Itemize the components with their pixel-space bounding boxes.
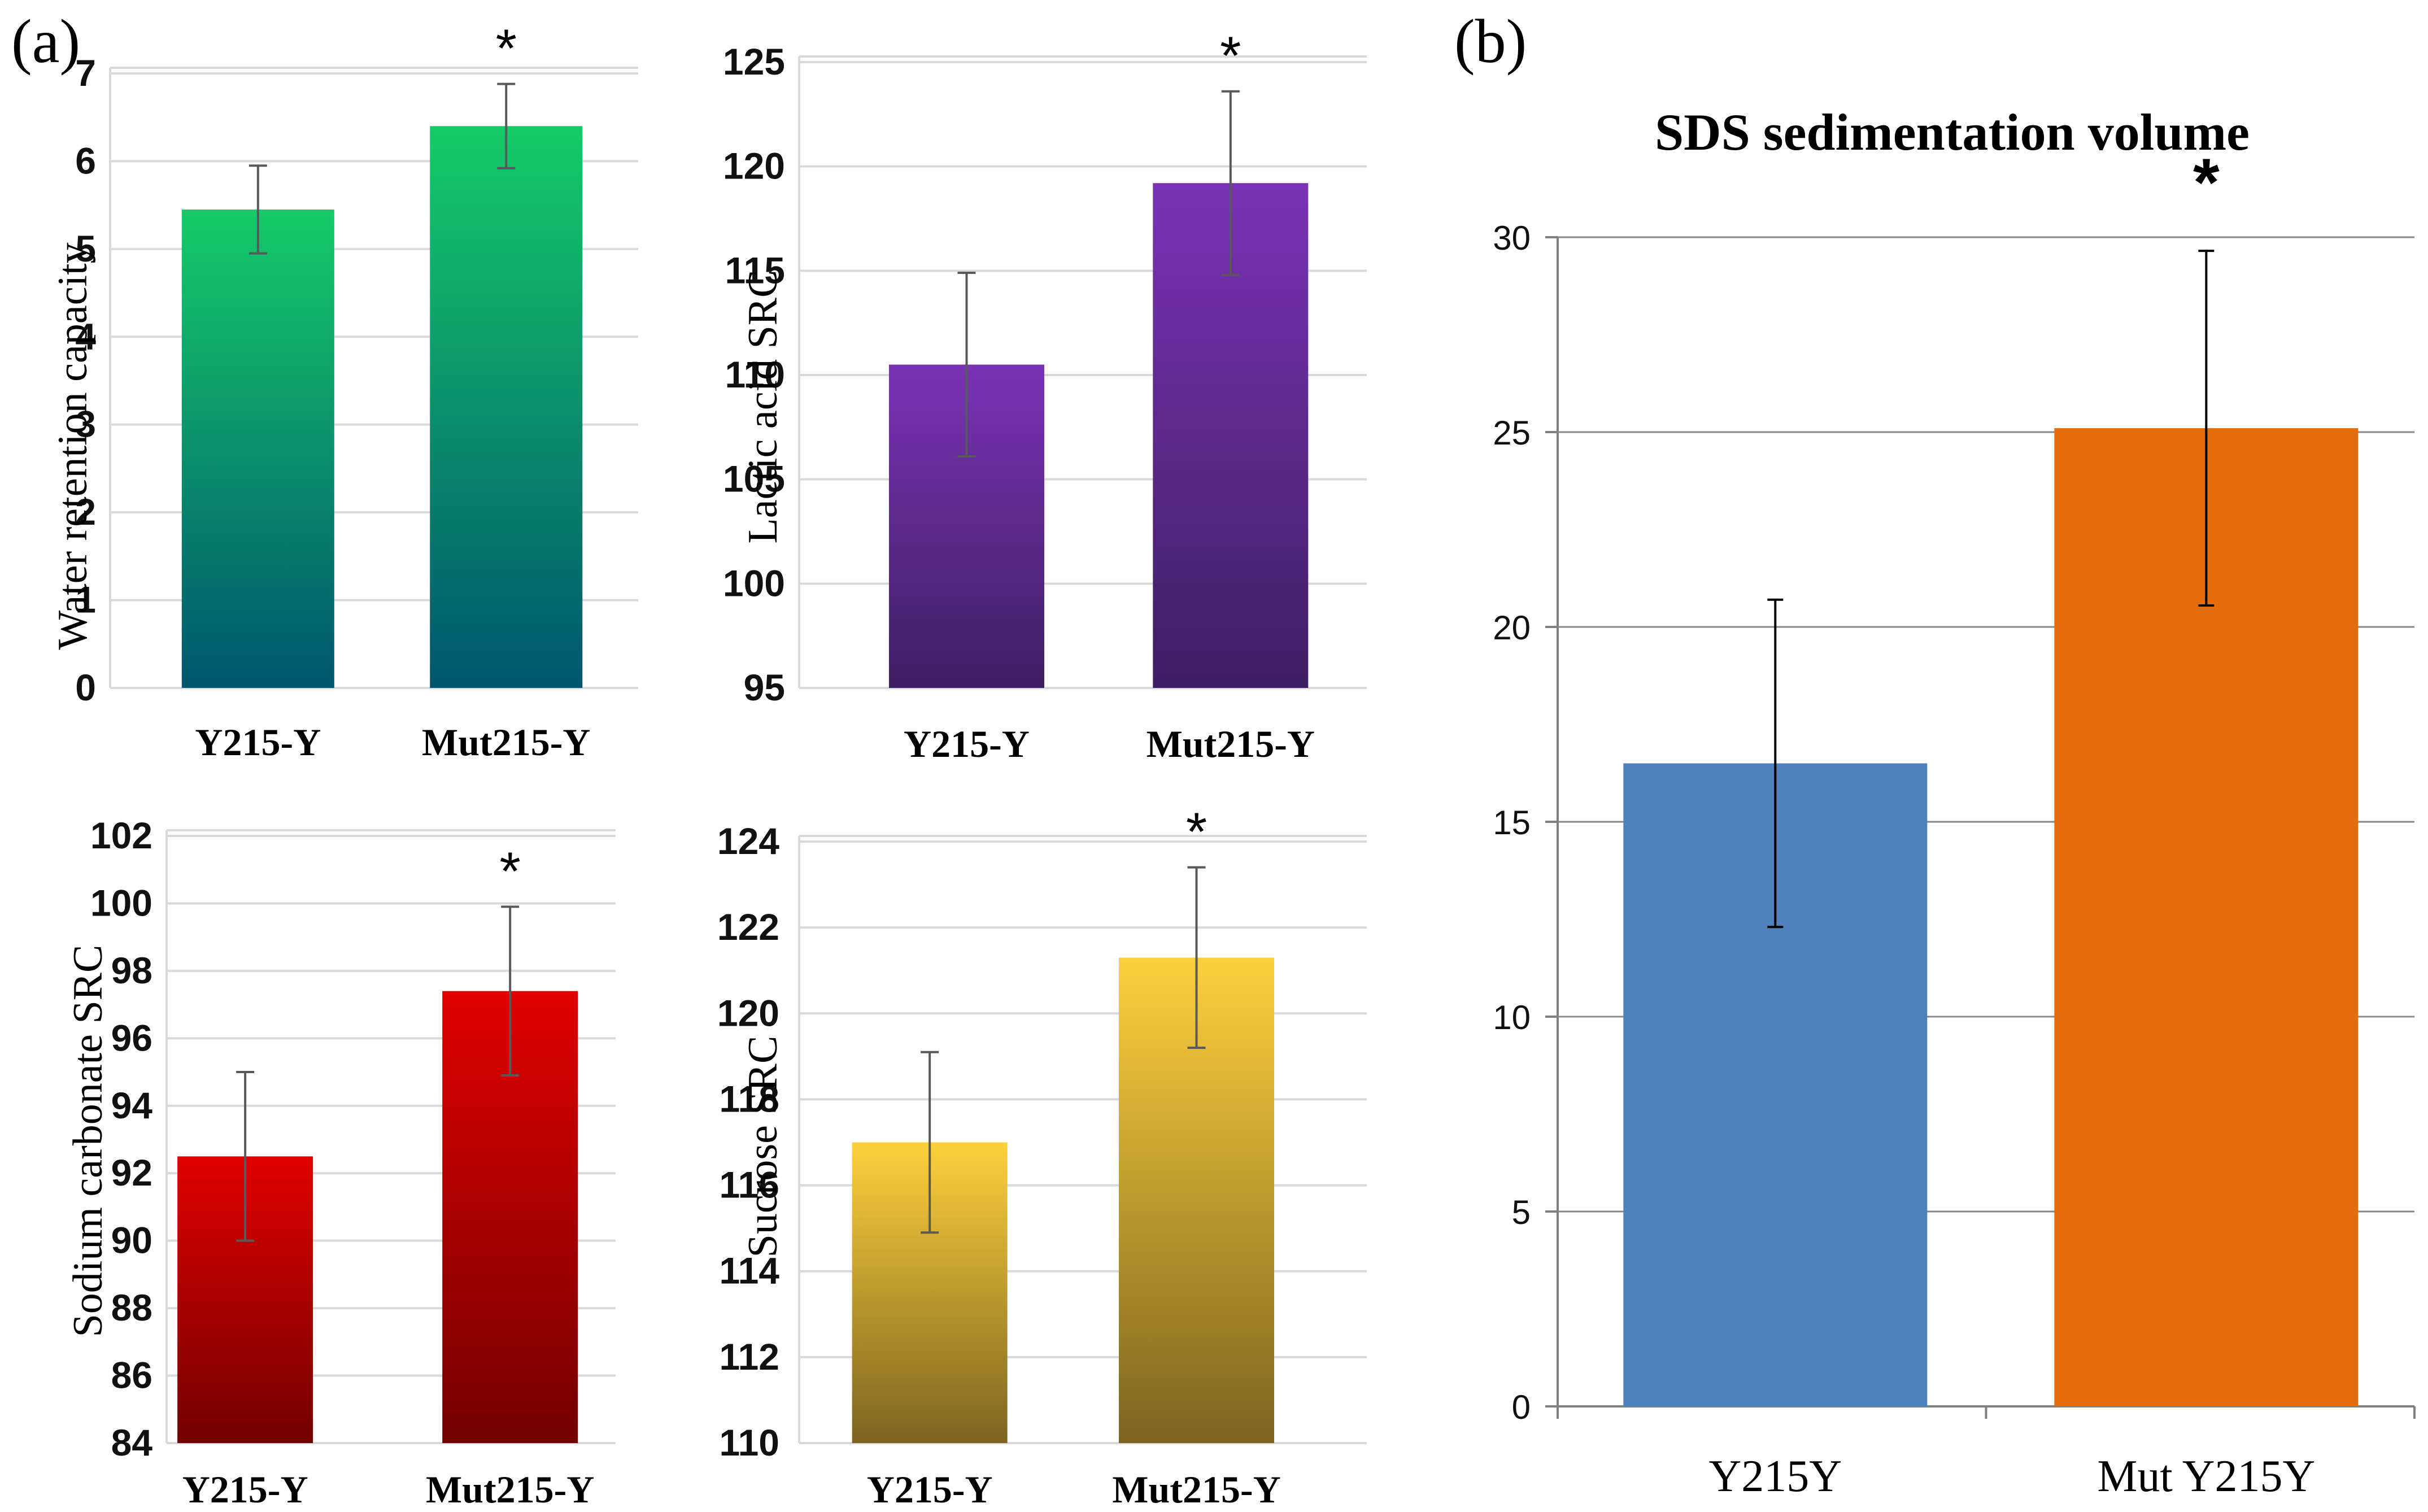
significance-marker: * (499, 841, 520, 901)
bar-mut215-y (430, 126, 583, 688)
y-tick-label: 115 (725, 249, 785, 291)
y-tick-label: 1 (75, 579, 96, 621)
y-tick-label: 2 (75, 491, 96, 533)
y-tick-label: 7 (75, 52, 96, 94)
panel-label-b: (b) (1454, 7, 1527, 76)
y-tick-label: 20 (1493, 609, 1531, 647)
x-category-label: Y215-Y (867, 1468, 993, 1511)
y-tick-label: 124 (717, 820, 779, 862)
x-category-label: Mut215-Y (1147, 722, 1315, 765)
significance-marker: * (2193, 145, 2220, 220)
y-tick-label: 100 (723, 562, 785, 604)
y-tick-label: 5 (75, 228, 96, 269)
y-axis-label: Sodium carbonate SRC (65, 945, 111, 1337)
chart-2: 84 86 88 90 92 94 96 98 100 102 Y215-Y * Mut215-Y Sod… (65, 814, 616, 1511)
y-tick-label: 105 (723, 458, 785, 500)
chart-4: 0 5 10 15 20 25 30 Y215Y * Mut Y215Y SDS sedimenta… (1493, 103, 2416, 1501)
y-tick-label: 4 (75, 315, 96, 357)
significance-marker: * (1220, 26, 1241, 86)
x-category-label: Mut215-Y (426, 1468, 594, 1511)
y-tick-label: 112 (720, 1336, 779, 1378)
y-tick-label: 116 (720, 1164, 779, 1206)
y-tick-label: 102 (90, 814, 152, 856)
chart-3: 110 112 114 116 118 120 122 124 Y215-Y * Mut215-Y S… (717, 802, 1367, 1511)
significance-marker: * (496, 19, 517, 79)
y-tick-label: 3 (75, 403, 96, 445)
panel-label-a: (a) (11, 7, 80, 76)
y-tick-label: 5 (1512, 1193, 1531, 1231)
chart-1: 95 100 105 110 115 120 125 Y215-Y * Mut215-Y Lacti… (723, 26, 1367, 765)
y-tick-label: 0 (1512, 1388, 1531, 1426)
y-tick-label: 100 (90, 882, 152, 923)
significance-marker: * (1186, 802, 1207, 862)
y-tick-label: 25 (1493, 414, 1531, 452)
y-tick-label: 110 (720, 1422, 779, 1463)
y-tick-label: 6 (75, 140, 96, 181)
y-tick-label: 10 (1493, 999, 1531, 1036)
y-axis-label: Lactic acid SRC (740, 270, 786, 544)
y-tick-label: 118 (720, 1078, 779, 1119)
y-tick-label: 95 (744, 666, 785, 708)
y-tick-label: 98 (111, 949, 152, 991)
y-tick-label: 86 (111, 1354, 152, 1396)
x-category-label: Y215-Y (195, 721, 321, 764)
y-axis-label: Sucrose SRC (740, 1036, 786, 1258)
x-category-label: Y215-Y (904, 722, 1030, 765)
bar-y215-y (181, 209, 334, 688)
y-tick-label: 96 (111, 1017, 152, 1058)
chart-0: 0 1 2 3 4 5 6 7 Y215-Y * Mut215-Y Water retention c… (50, 19, 638, 764)
y-tick-label: 94 (111, 1084, 153, 1126)
y-tick-label: 30 (1493, 219, 1531, 257)
y-tick-label: 120 (717, 992, 779, 1034)
x-category-label: Mut215-Y (422, 721, 590, 764)
x-category-label: Y215-Y (182, 1468, 308, 1511)
y-tick-label: 92 (111, 1152, 152, 1193)
y-tick-label: 110 (725, 354, 785, 395)
y-tick-label: 125 (723, 41, 785, 82)
y-tick-label: 122 (717, 906, 779, 948)
y-tick-label: 90 (111, 1219, 152, 1261)
x-category-label: Mut215-Y (1112, 1468, 1280, 1511)
y-tick-label: 15 (1493, 804, 1531, 842)
chart-title: SDS sedimentation volume (1655, 103, 2250, 161)
y-tick-label: 88 (111, 1287, 152, 1328)
y-axis-label: Water retention capacity (50, 242, 96, 650)
y-tick-label: 114 (720, 1250, 780, 1292)
y-tick-label: 0 (75, 666, 96, 708)
y-tick-label: 84 (111, 1422, 153, 1463)
y-tick-label: 120 (723, 145, 785, 187)
x-category-label: Mut Y215Y (2097, 1452, 2315, 1501)
x-category-label: Y215Y (1709, 1452, 1842, 1501)
